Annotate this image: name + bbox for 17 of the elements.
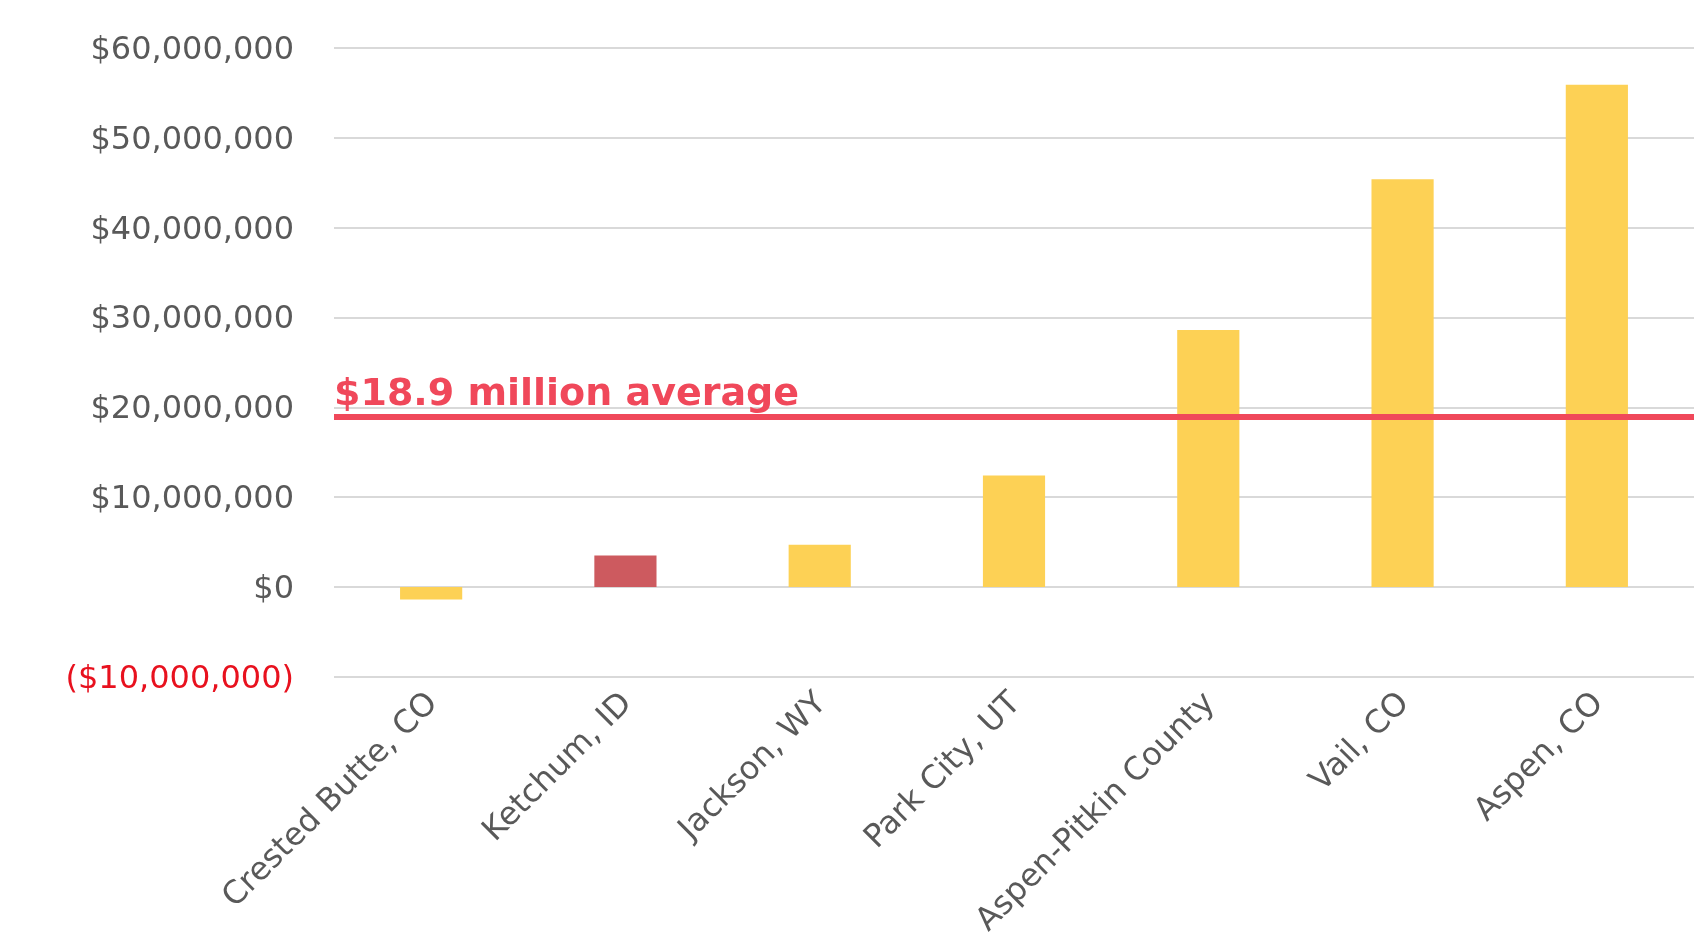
y-tick-label: $30,000,000: [90, 298, 294, 337]
bar: [788, 544, 851, 587]
y-tick-label: $40,000,000: [90, 208, 294, 247]
x-tick-label: Vail, CO: [1301, 683, 1417, 799]
y-tick-label: $0: [253, 567, 294, 606]
bar: [400, 586, 463, 600]
bar: [982, 475, 1046, 587]
bar: [1565, 84, 1628, 587]
y-tick-label: $10,000,000: [90, 478, 294, 517]
y-tick-label: $20,000,000: [90, 388, 294, 427]
bar: [1371, 179, 1434, 587]
ref-line-label: $18.9 million average: [334, 370, 800, 415]
y-tick-label: $60,000,000: [90, 29, 294, 67]
bar: [1177, 330, 1240, 587]
y-tick-label: $50,000,000: [90, 118, 294, 157]
bar: [594, 555, 657, 587]
y-tick-label: ($10,000,000): [65, 657, 294, 696]
